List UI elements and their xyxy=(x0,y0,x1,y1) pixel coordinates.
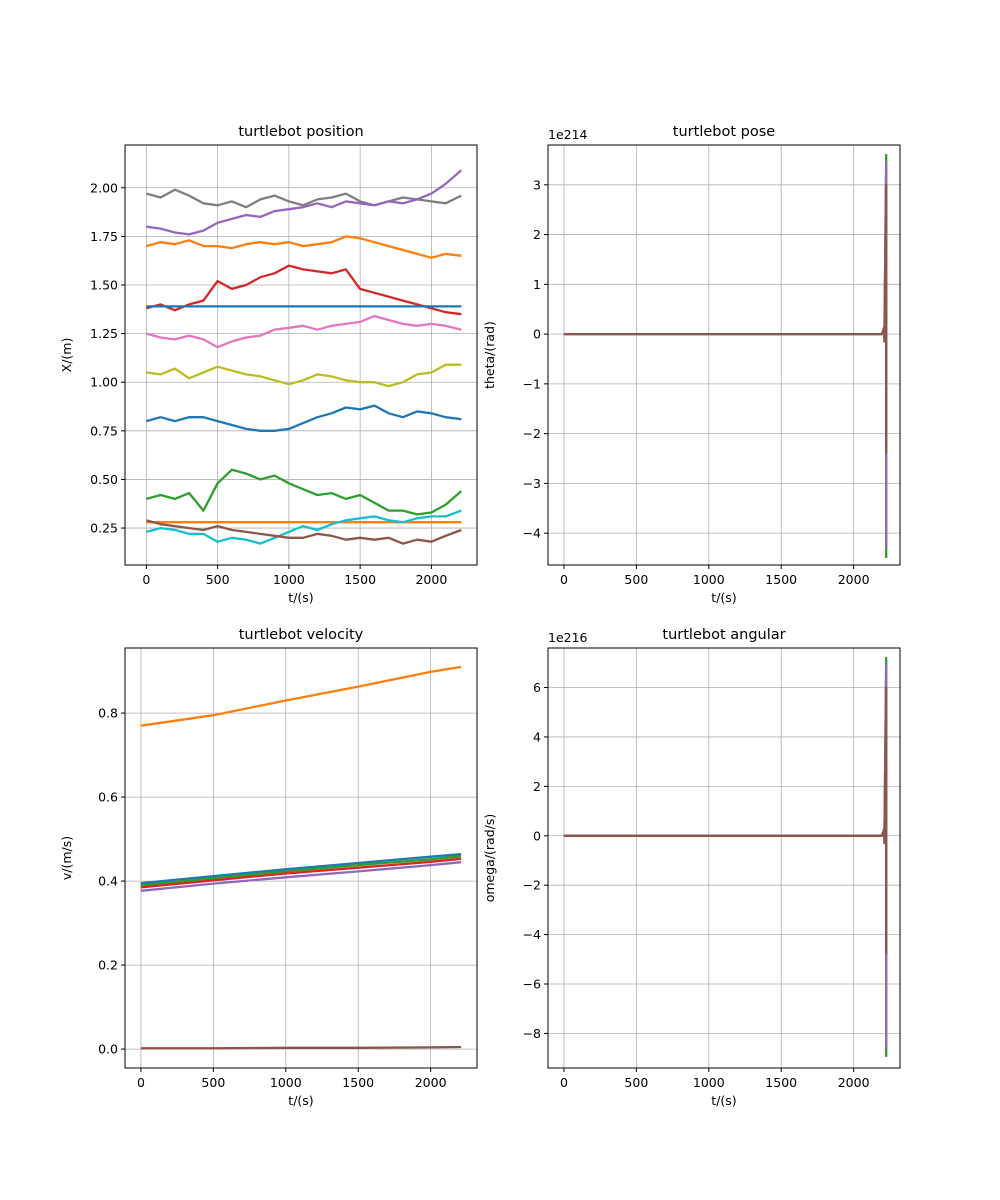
axis-offset-text: 1e214 xyxy=(548,127,588,142)
y-tick-label: −2 xyxy=(523,878,541,893)
axes-frame xyxy=(124,647,478,1069)
series-line-3 xyxy=(146,235,462,259)
series-line-12 xyxy=(146,519,462,545)
x-tick-label: 1500 xyxy=(344,572,376,587)
y-tick-label: 0 xyxy=(533,828,541,843)
chart-title: turtlebot pose xyxy=(673,124,775,140)
series-group xyxy=(563,153,888,558)
y-tick-label: −2 xyxy=(523,426,541,441)
chart-title: turtlebot position xyxy=(238,124,363,140)
chart-title: turtlebot angular xyxy=(662,627,785,643)
y-tick-label: −4 xyxy=(523,526,541,541)
y-tick-label: 0.4 xyxy=(98,874,118,889)
x-tick-label: 0 xyxy=(560,572,568,587)
y-tick-label: 4 xyxy=(533,729,541,744)
series-line-6 xyxy=(140,1045,462,1050)
x-tick-label: 2000 xyxy=(838,1075,870,1090)
y-tick-label: 3 xyxy=(533,177,541,192)
subplot-1: 0 500 1000 1500 2000 0.25 0.50 0.75 1.00 1.25 1.50… xyxy=(59,124,478,605)
series-line-3 xyxy=(563,183,888,454)
y-tick-label: −8 xyxy=(523,1026,541,1041)
series-line-8 xyxy=(146,404,462,432)
axes-frame xyxy=(547,647,901,1069)
x-tick-label: 500 xyxy=(206,572,230,587)
x-axis-label: t/(s) xyxy=(711,1093,736,1108)
series-line-2 xyxy=(563,161,888,549)
x-tick-label: 1500 xyxy=(765,572,797,587)
axes-frame xyxy=(547,144,901,566)
y-tick-label: 0.25 xyxy=(90,521,118,536)
y-tick-label: 2.00 xyxy=(90,180,118,195)
y-tick-label: −4 xyxy=(523,927,541,942)
x-axis-label: t/(s) xyxy=(288,590,313,605)
series-line-4 xyxy=(140,857,462,889)
series-line-2 xyxy=(140,853,462,885)
y-axis-label: omega/(rad/s) xyxy=(482,814,497,903)
series-line-1 xyxy=(563,656,888,1057)
subplot-2: 0 500 1000 1500 2000 −4 −3 −2 −1 0 1 2 3 turtlebot po… xyxy=(482,124,901,605)
x-tick-label: 2000 xyxy=(838,572,870,587)
x-tick-label: 2000 xyxy=(415,572,447,587)
series-line-1 xyxy=(146,188,462,209)
axis-offset-text: 1e216 xyxy=(548,630,588,645)
y-tick-label: 1.75 xyxy=(90,229,118,244)
x-tick-label: 1000 xyxy=(273,572,305,587)
subplot-4: 0 500 1000 1500 2000 −8 −6 −4 −2 0 2 4 6 turtlebot an… xyxy=(482,627,901,1108)
y-tick-label: 6 xyxy=(533,680,541,695)
series-group xyxy=(563,656,888,1057)
x-tick-label: 500 xyxy=(624,1075,648,1090)
series-line-1 xyxy=(140,665,462,727)
x-tick-label: 0 xyxy=(142,572,150,587)
x-tick-label: 1000 xyxy=(693,1075,725,1090)
x-tick-label: 0 xyxy=(560,1075,568,1090)
y-tick-label: −6 xyxy=(523,977,541,992)
series-line-9 xyxy=(146,468,463,516)
series-line-1 xyxy=(563,153,888,558)
x-tick-label: 500 xyxy=(624,572,648,587)
y-tick-label: 0.6 xyxy=(98,790,118,805)
y-tick-label: 2 xyxy=(533,779,541,794)
series-line-7 xyxy=(146,363,462,388)
y-tick-label: 1 xyxy=(533,277,541,292)
y-tick-label: 0.0 xyxy=(98,1042,118,1057)
y-tick-label: 0.2 xyxy=(98,958,118,973)
y-tick-label: 0 xyxy=(533,327,541,342)
y-axis-label: v/(m/s) xyxy=(59,836,74,880)
y-tick-label: 1.50 xyxy=(90,278,118,293)
x-axis-label: t/(s) xyxy=(288,1093,313,1108)
series-line-3 xyxy=(140,855,462,887)
y-tick-label: 0.50 xyxy=(90,472,118,487)
series-line-4 xyxy=(146,264,462,316)
x-tick-label: 2000 xyxy=(415,1075,447,1090)
chart-title: turtlebot velocity xyxy=(239,627,364,643)
series-line-2 xyxy=(563,664,888,1049)
x-tick-label: 500 xyxy=(201,1075,225,1090)
y-tick-label: 0.75 xyxy=(90,423,118,438)
x-tick-label: 1500 xyxy=(765,1075,797,1090)
y-tick-label: −1 xyxy=(523,376,541,391)
y-tick-label: 0.8 xyxy=(98,706,118,721)
y-tick-label: 1.25 xyxy=(90,326,118,341)
series-line-3 xyxy=(563,686,888,955)
y-axis-label: X/(m) xyxy=(59,338,74,373)
axes-frame xyxy=(124,144,478,566)
x-tick-label: 1000 xyxy=(693,572,725,587)
series-line-11 xyxy=(146,509,462,545)
series-line-2 xyxy=(146,169,463,236)
series-line-6 xyxy=(146,314,462,349)
series-line-5 xyxy=(140,861,462,892)
x-axis-label: t/(s) xyxy=(711,590,736,605)
series-group xyxy=(140,665,462,1050)
y-axis-label: theta/(rad) xyxy=(482,321,497,389)
subplot-3: 0 500 1000 1500 2000 0.0 0.2 0.4 0.6 0.8 turtlebot… xyxy=(59,627,478,1108)
x-tick-label: 1000 xyxy=(270,1075,302,1090)
y-tick-label: −3 xyxy=(523,476,541,491)
series-group xyxy=(146,169,463,545)
y-tick-label: 2 xyxy=(533,227,541,242)
x-tick-label: 1500 xyxy=(342,1075,374,1090)
y-tick-label: 1.00 xyxy=(90,375,118,390)
x-tick-label: 0 xyxy=(137,1075,145,1090)
